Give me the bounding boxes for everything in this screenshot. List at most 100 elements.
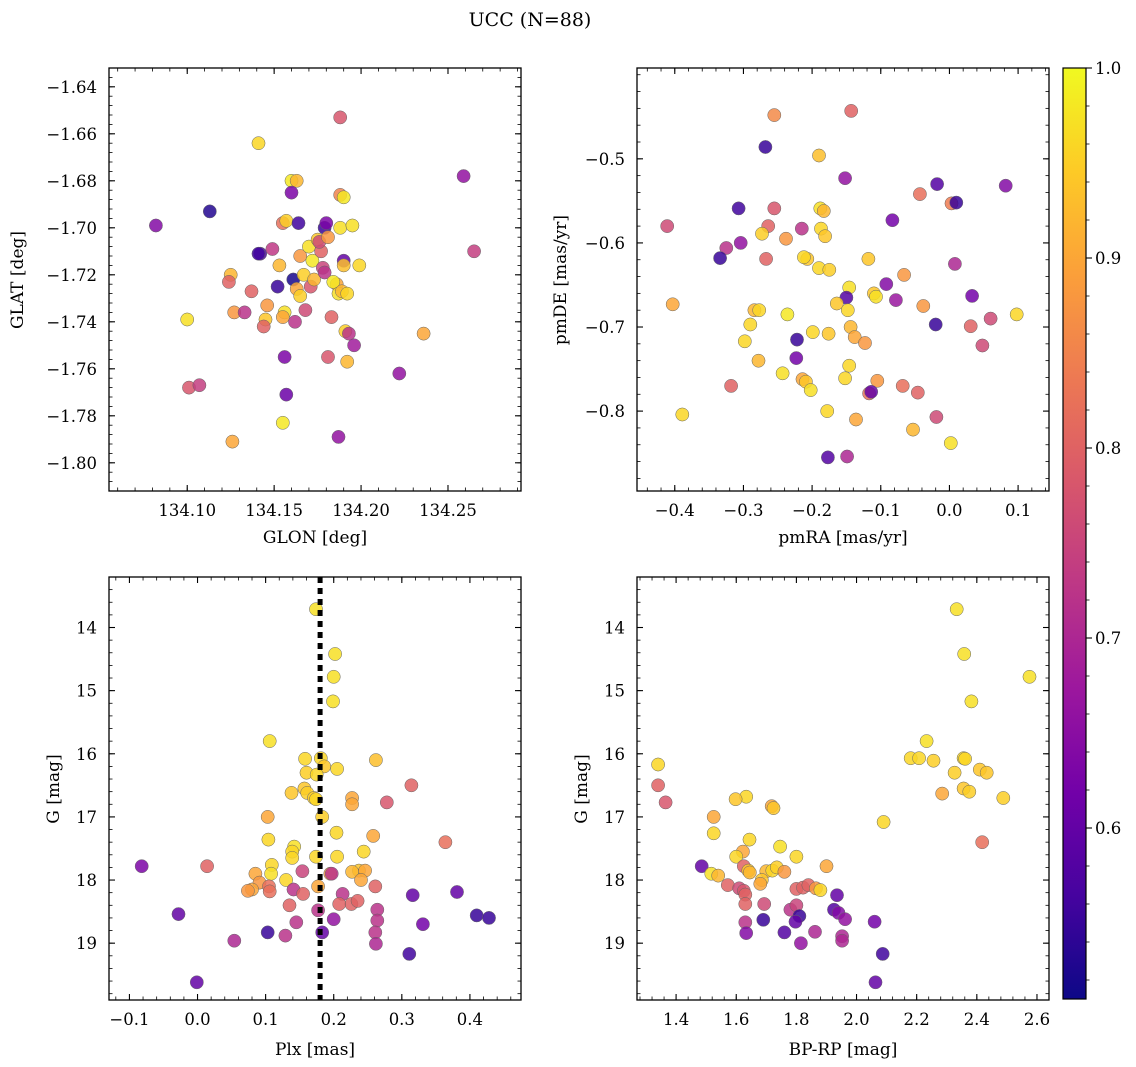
y-tick-label: −1.72 (46, 266, 97, 285)
pm-points (660, 104, 1024, 465)
data-point (651, 757, 665, 772)
data-point (928, 317, 943, 332)
data-point (897, 268, 911, 282)
data-point (260, 810, 275, 824)
data-point (345, 218, 360, 233)
data-point (861, 252, 876, 266)
data-point (752, 303, 767, 318)
data-point (840, 449, 854, 464)
x-tick-label: −0.4 (655, 501, 695, 520)
y-tick-label: −0.5 (585, 150, 625, 169)
data-point (777, 864, 792, 879)
colorbar-fill (1062, 67, 1087, 1000)
data-point (788, 914, 803, 929)
x-tick-label: 134.15 (245, 501, 303, 520)
cmd-points (651, 602, 1037, 990)
data-point (756, 912, 771, 927)
data-point (326, 694, 340, 709)
data-point (949, 195, 964, 210)
data-point (333, 220, 348, 235)
data-point (134, 859, 149, 874)
data-point (822, 262, 837, 277)
data-point (328, 647, 342, 661)
data-point (895, 379, 910, 393)
radec-ylabel: GLAT [deg] (8, 231, 28, 329)
x-tick-label: 0.0 (184, 1010, 210, 1029)
data-point (947, 765, 962, 780)
data-point (943, 436, 958, 450)
data-point (279, 213, 294, 228)
y-tick-label: −0.7 (585, 318, 625, 337)
pm-xlabel: pmRA [mas/yr] (778, 528, 907, 548)
data-point (868, 975, 883, 990)
data-point (296, 887, 310, 901)
y-tick-label: 17 (76, 808, 97, 827)
data-point (840, 303, 855, 318)
data-point (244, 284, 259, 299)
y-tick-label: −1.74 (46, 313, 97, 332)
data-point (251, 246, 266, 261)
data-point (278, 928, 293, 943)
data-point (983, 311, 998, 326)
data-point (222, 275, 236, 289)
x-tick-label: 134.10 (158, 501, 216, 520)
x-tick-label: −0.1 (109, 1010, 149, 1029)
figure-title: UCC (N=88) (469, 9, 592, 31)
data-point (336, 258, 351, 273)
data-point (820, 404, 835, 418)
data-point (958, 751, 972, 766)
data-point (767, 108, 782, 122)
data-point (803, 383, 818, 397)
data-point (729, 849, 744, 864)
data-point (321, 230, 335, 245)
data-point (342, 326, 356, 341)
radec-ticks: 134.10 134.15 134.20 134.25 −1.64 −1.66 −1.68 −… (46, 67, 521, 520)
data-point (821, 326, 836, 341)
data-point (794, 936, 808, 951)
data-point (658, 795, 673, 810)
data-point (858, 336, 872, 350)
data-point (912, 751, 926, 766)
y-tick-label: 14 (604, 619, 625, 638)
data-point (706, 826, 721, 841)
data-point (416, 326, 431, 341)
data-point (789, 849, 804, 864)
data-point (737, 334, 752, 349)
data-point (964, 694, 979, 709)
data-point (326, 275, 341, 289)
x-tick-label: 1.8 (783, 1010, 809, 1029)
data-point (1022, 669, 1037, 684)
data-point (262, 884, 277, 899)
data-point (192, 378, 207, 393)
data-point (808, 924, 822, 939)
data-point (324, 866, 339, 881)
radec-points (149, 110, 481, 449)
data-point (742, 865, 757, 880)
data-point (733, 236, 748, 250)
cmd-ticks: 1.4 1.6 1.8 2.0 2.2 2.4 2.6 14 15 16 17 18 19 (604, 576, 1050, 1029)
data-point (844, 104, 859, 118)
data-point (293, 289, 308, 303)
data-point (284, 786, 299, 800)
x-tick-label: 1.6 (723, 1010, 749, 1029)
y-tick-label: −0.8 (585, 402, 625, 421)
y-tick-label: 18 (604, 871, 625, 890)
plx-points (134, 602, 496, 990)
data-point (241, 883, 255, 898)
data-point (345, 797, 359, 812)
x-tick-label: 0.1 (253, 1010, 279, 1029)
data-point (694, 859, 709, 874)
x-tick-label: 2.4 (964, 1010, 990, 1029)
data-point (225, 434, 240, 449)
colorbar: 0.6 0.7 0.8 0.9 1.0 (1062, 59, 1121, 1000)
data-point (370, 913, 385, 928)
data-point (149, 218, 163, 233)
data-point (369, 936, 383, 951)
plx-ylabel: G [mag] (44, 754, 64, 823)
data-point (288, 314, 302, 329)
y-tick-label: 18 (76, 871, 97, 890)
y-tick-label: 16 (76, 745, 97, 764)
data-point (404, 778, 419, 793)
data-point (298, 303, 313, 317)
